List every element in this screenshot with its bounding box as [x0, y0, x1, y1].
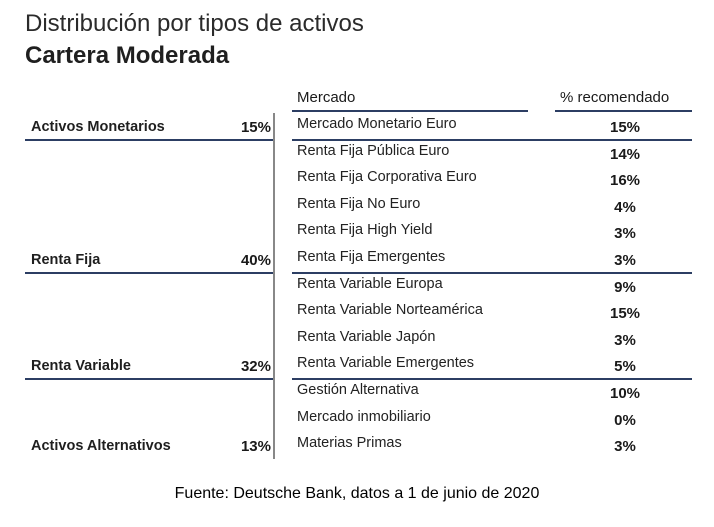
category-label: Activos Alternativos	[31, 438, 171, 455]
recommended-percent: 14%	[609, 145, 641, 163]
recommended-percent: 5%	[614, 358, 636, 376]
category-label: Renta Variable	[31, 358, 131, 375]
market-label: Mercado Monetario Euro	[297, 116, 457, 132]
column-header-percent: % recomendado	[560, 89, 670, 106]
market-label: Mercado inmobiliario	[297, 408, 431, 425]
recommended-percent: 3%	[614, 331, 636, 349]
chart-subtitle: Cartera Moderada	[25, 42, 230, 69]
market-label: Renta Variable Japón	[297, 328, 436, 345]
market-label: Renta Fija Emergentes	[297, 249, 446, 265]
category-rule-left	[25, 378, 273, 381]
market-label: Renta Fija High Yield	[297, 222, 433, 239]
recommended-percent: 3%	[614, 225, 636, 243]
recommended-percent: 3%	[614, 438, 636, 456]
category-rule-right	[292, 139, 692, 141]
category-label: Activos Monetarios	[31, 119, 165, 135]
recommended-percent: 16%	[609, 172, 641, 190]
market-label: Renta Fija Corporativa Euro	[297, 169, 477, 186]
market-label: Renta Variable Emergentes	[297, 355, 475, 372]
category-label: Renta Fija	[31, 252, 101, 268]
market-label: Renta Variable Norteamérica	[297, 302, 483, 319]
recommended-percent: 15%	[609, 305, 641, 323]
column-divider	[273, 113, 275, 460]
market-label: Renta Fija No Euro	[297, 195, 421, 212]
recommended-percent: 9%	[614, 278, 636, 296]
category-percent: 40%	[240, 252, 271, 269]
recommended-percent: 10%	[609, 385, 641, 402]
category-rule-right	[292, 272, 692, 274]
category-rule-left	[25, 139, 273, 141]
market-label: Renta Variable Europa	[297, 275, 443, 292]
header-rule-percent	[555, 110, 692, 112]
market-label: Gestión Alternativa	[297, 382, 419, 398]
recommended-percent: 15%	[609, 119, 641, 136]
market-label: Renta Fija Pública Euro	[297, 142, 450, 159]
recommended-percent: 3%	[614, 252, 636, 269]
category-percent: 13%	[240, 438, 271, 456]
chart-title: Distribución por tipos de activos	[25, 10, 364, 37]
recommended-percent: 4%	[614, 198, 636, 216]
category-rule-right	[292, 378, 692, 381]
category-percent: 15%	[240, 119, 271, 136]
market-label: Materias Primas	[297, 435, 402, 452]
category-percent: 32%	[240, 358, 271, 376]
category-rule-left	[25, 272, 273, 274]
source-note: Fuente: Deutsche Bank, datos a 1 de juni…	[174, 485, 540, 502]
header-rule-market	[292, 110, 528, 112]
column-header-market: Mercado	[297, 89, 356, 106]
recommended-percent: 0%	[614, 411, 636, 429]
